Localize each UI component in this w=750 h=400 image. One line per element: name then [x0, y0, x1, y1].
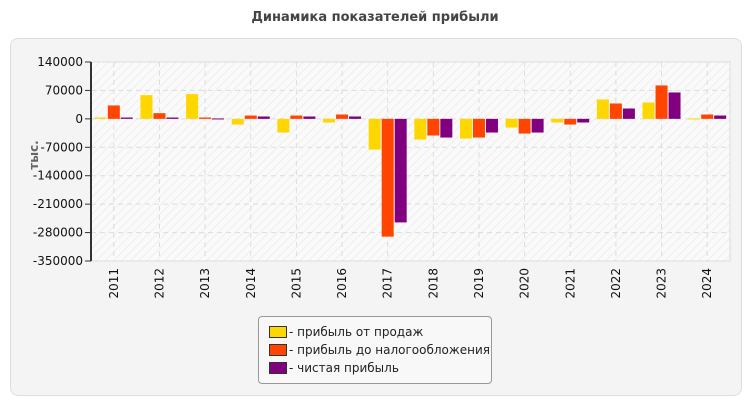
bar-2021-s0	[551, 118, 564, 123]
bar-2012-s0	[140, 95, 153, 119]
bar-2013-s1	[199, 117, 212, 119]
bar-2020-s2	[531, 118, 544, 133]
y-axis-label: тыс.	[27, 140, 41, 169]
x-tick-label: 2023	[655, 268, 669, 299]
y-tick-label: -70000	[40, 140, 83, 154]
x-tick-label: 2014	[244, 268, 258, 299]
bar-2017-s2	[394, 118, 407, 223]
bar-2018-s0	[414, 118, 427, 140]
bar-2023-s1	[655, 85, 668, 119]
bar-2012-s1	[153, 113, 166, 119]
x-tick-label: 2013	[198, 268, 212, 299]
bar-2011-s0	[94, 117, 107, 119]
bar-2015-s1	[290, 115, 303, 119]
legend-item: - прибыль от продаж	[269, 325, 423, 339]
bar-2022-s0	[596, 99, 609, 119]
x-tick-label: 2015	[289, 268, 303, 299]
y-tick-label: 0	[75, 112, 83, 126]
y-tick-label: -210000	[33, 197, 83, 211]
bar-2019-s0	[459, 118, 472, 139]
bar-2019-s1	[472, 118, 485, 138]
x-tick-label: 2024	[700, 268, 714, 299]
bar-2014-s0	[231, 118, 244, 125]
bar-2016-s0	[323, 118, 336, 123]
bar-2017-s0	[368, 118, 381, 150]
x-tick-label: 2018	[426, 268, 440, 299]
bar-2022-s1	[609, 103, 622, 119]
legend-swatch	[269, 362, 287, 374]
bar-2011-s1	[107, 105, 120, 119]
legend-swatch	[269, 344, 287, 356]
x-tick-label: 2019	[472, 268, 486, 299]
y-tick-label: -350000	[33, 254, 83, 268]
bar-2022-s2	[622, 108, 635, 119]
bar-2016-s2	[349, 116, 362, 119]
y-tick-label: 140000	[37, 55, 83, 69]
bar-2021-s1	[564, 118, 577, 125]
y-tick-label: -280000	[33, 226, 83, 240]
bar-2023-s2	[668, 92, 681, 119]
legend-swatch	[269, 326, 287, 338]
legend-item: - прибыль до налогообложения	[269, 343, 490, 357]
bar-2024-s2	[714, 115, 727, 119]
bar-2020-s1	[518, 118, 531, 134]
bar-2013-s0	[186, 94, 199, 119]
legend-label: - чистая прибыль	[289, 361, 399, 375]
bar-2013-s2	[212, 118, 225, 120]
bar-2021-s2	[577, 118, 590, 123]
x-tick-label: 2016	[335, 268, 349, 299]
bar-2024-s0	[688, 118, 701, 120]
legend-item: - чистая прибыль	[269, 361, 399, 375]
bar-2011-s2	[120, 117, 133, 119]
bar-2019-s2	[485, 118, 498, 133]
bar-2018-s2	[440, 118, 453, 138]
x-tick-label: 2022	[609, 268, 623, 299]
bar-2023-s0	[642, 102, 655, 119]
x-tick-label: 2017	[381, 268, 395, 299]
bar-2017-s1	[381, 118, 394, 237]
y-tick-label: 70000	[45, 83, 83, 97]
bar-2015-s2	[303, 116, 316, 119]
bar-2012-s2	[166, 117, 179, 119]
x-tick-label: 2020	[518, 268, 532, 299]
chart-title: Динамика показателей прибыли	[251, 10, 499, 25]
bar-2018-s1	[427, 118, 440, 136]
bar-2015-s0	[277, 118, 290, 133]
bar-2020-s0	[505, 118, 518, 128]
bar-2014-s2	[257, 116, 270, 119]
legend-label: - прибыль до налогообложения	[289, 343, 490, 357]
plot-area	[90, 61, 731, 262]
x-tick-label: 2012	[152, 268, 166, 299]
legend-label: - прибыль от продаж	[289, 325, 424, 339]
bar-2014-s1	[244, 115, 257, 119]
x-tick-label: 2011	[107, 268, 121, 299]
y-tick-label: -140000	[33, 169, 83, 183]
bar-2024-s1	[701, 114, 714, 119]
bar-2016-s1	[336, 114, 349, 119]
legend: - прибыль от продаж - прибыль до налогооб…	[258, 316, 492, 384]
x-tick-label: 2021	[563, 268, 577, 299]
